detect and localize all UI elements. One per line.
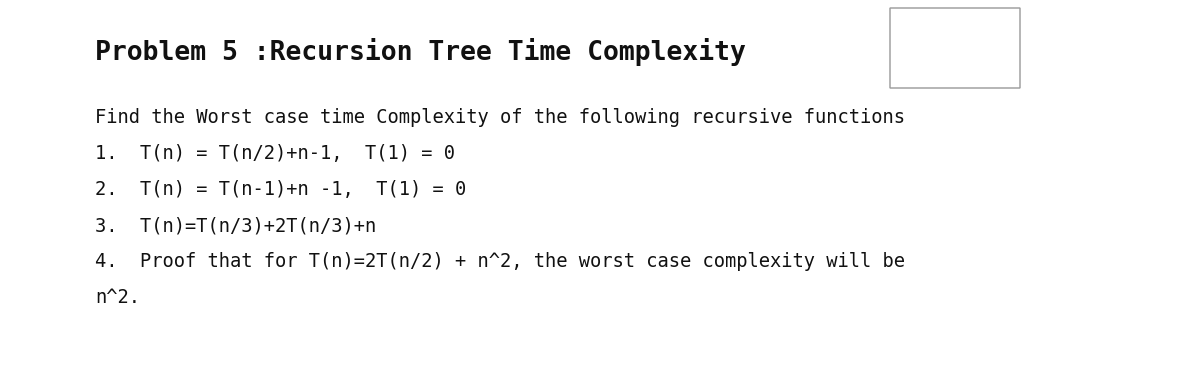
Text: 1.  T(n) = T(n/2)+n-1,  T(1) = 0: 1. T(n) = T(n/2)+n-1, T(1) = 0: [95, 144, 455, 163]
Text: 3.  T(n)=T(n/3)+2T(n/3)+n: 3. T(n)=T(n/3)+2T(n/3)+n: [95, 216, 377, 235]
Text: 2.  T(n) = T(n-1)+n -1,  T(1) = 0: 2. T(n) = T(n-1)+n -1, T(1) = 0: [95, 180, 467, 199]
Text: 4.  Proof that for T(n)=2T(n/2) + n^2, the worst case complexity will be: 4. Proof that for T(n)=2T(n/2) + n^2, th…: [95, 252, 905, 271]
Text: Problem 5 :Recursion Tree Time Complexity: Problem 5 :Recursion Tree Time Complexit…: [95, 38, 746, 66]
Text: Find the Worst case time Complexity of the following recursive functions: Find the Worst case time Complexity of t…: [95, 108, 905, 127]
Text: n^2.: n^2.: [95, 288, 140, 307]
